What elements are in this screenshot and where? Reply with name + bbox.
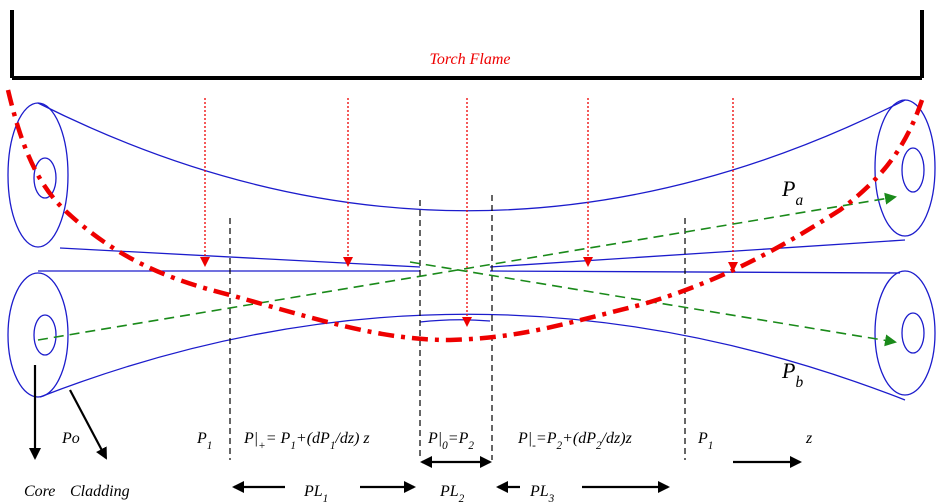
label-text: =P [536,430,557,447]
label-text: P| [517,430,532,447]
label-text: P| [427,430,442,447]
label-text: Torch Flame [429,51,510,68]
subscript: 1 [330,440,336,452]
p-plus-label: P|+= P1+(dP1/dz) z [243,430,370,452]
label-text: Cladding [70,483,130,500]
label-text: +(dP [562,430,596,447]
subscript: 2 [596,440,602,452]
subscript: 2 [468,440,474,452]
pl1-label: PL1 [303,483,328,504]
label-text: P| [243,430,258,447]
subscript: - [532,440,536,452]
subscript: 1 [708,440,714,452]
p-minus-label: P|-=P2+(dP2/dz)z [517,430,633,452]
subscript: 2 [459,493,465,504]
label-text: PL [439,483,459,500]
subscript: 3 [548,493,555,504]
torch-flame-label: Torch Flame [429,51,510,68]
subscript: 1 [207,440,213,452]
label-text: PL [529,483,549,500]
subscript: 2 [556,440,562,452]
label-text: +(dP [296,430,330,447]
po-label: Po [61,430,80,447]
p-zero-label: P|0=P2 [427,430,474,452]
p1-label: P1 [196,430,212,452]
fibers [7,99,936,401]
label-text: P [697,430,708,447]
region-dividers [229,195,686,460]
label-text: Po [61,430,80,447]
label-text: /dz)z [601,430,633,447]
heat-arrows [200,98,738,327]
label-arrows [29,365,802,493]
label-text: P [196,430,207,447]
pl2-label: PL2 [439,483,465,504]
power-envelope [5,89,925,343]
subscript: b [795,374,803,391]
pb-label: Pb [781,358,803,391]
subscript: 1 [323,493,329,504]
subscript: 1 [290,440,296,452]
torch-bracket [10,10,924,80]
subscript: 0 [442,440,448,452]
core-label: Core [24,483,55,500]
pa-label: Pa [781,176,803,209]
pl3-label: PL3 [529,483,555,504]
subscript: + [258,440,266,452]
label-text: z [805,430,813,447]
label-text: P [781,358,795,383]
label-text: /dz) z [334,430,370,447]
subscript: a [795,192,803,209]
label-text: = P [266,430,291,447]
label-text: =P [448,430,469,447]
cladding-label: Cladding [70,483,130,500]
label-text: P [781,176,795,201]
p1-label: P1 [697,430,713,452]
label-text: PL [303,483,323,500]
z-label: z [805,430,813,447]
label-text: Core [24,483,55,500]
